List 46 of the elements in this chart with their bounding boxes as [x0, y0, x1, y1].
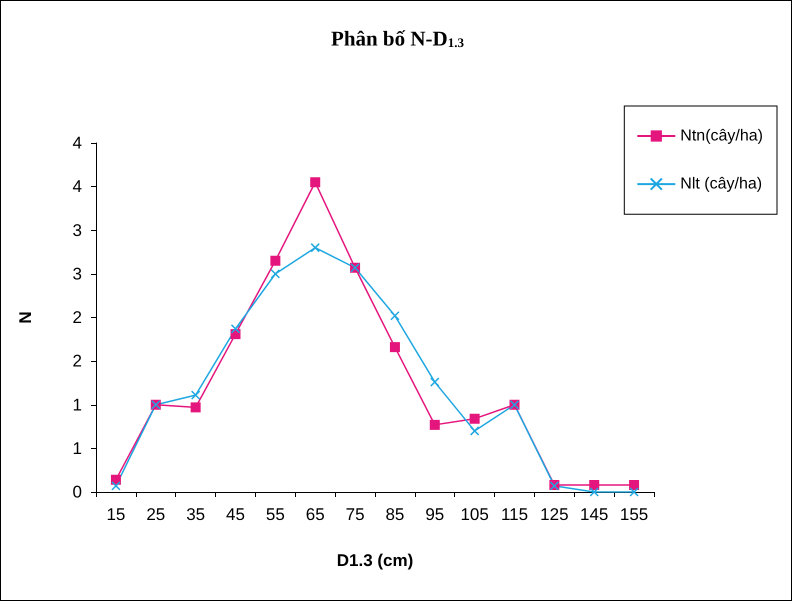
legend-label: Ntn(cây/ha): [680, 128, 764, 144]
x-tick-label: 35: [186, 505, 206, 524]
point: [310, 242, 320, 252]
x-tick-label: 15: [106, 505, 126, 524]
point: [470, 414, 480, 424]
point: [310, 177, 320, 188]
y-tick-label: 1: [72, 438, 82, 458]
y-tick-label: 4: [72, 177, 82, 196]
point: [190, 390, 200, 400]
x-tick-label: 55: [266, 505, 285, 524]
x-tick-label: 25: [146, 505, 166, 524]
x-tick-label: 125: [540, 505, 569, 524]
point: [190, 402, 201, 412]
y-tick-label: 3: [72, 220, 82, 240]
point: [390, 342, 400, 352]
x-tick-label: 115: [500, 505, 528, 524]
x-tick-label: 45: [226, 505, 245, 524]
y-tick-label: 2: [72, 308, 82, 327]
x-axis-title: D1.3 (cm): [336, 551, 414, 570]
x-tick-label: 75: [346, 505, 365, 524]
point: [629, 480, 640, 490]
point: [390, 311, 400, 321]
point: [230, 324, 240, 334]
point: [589, 487, 599, 497]
legend-label: Nlt (cây/ha): [680, 176, 762, 193]
x-tick-label: 95: [425, 505, 444, 524]
x-tick-label: 105: [460, 505, 489, 524]
y-tick-label: 4: [72, 134, 82, 152]
x-tick-label: 145: [580, 505, 608, 524]
y-axis-title: N: [16, 311, 35, 324]
chart-title: Phân bố N-D1.3: [331, 26, 464, 50]
point: [270, 269, 280, 279]
x-tick-label: 85: [385, 505, 404, 524]
point: [629, 487, 639, 497]
point: [430, 420, 440, 430]
point: [270, 256, 280, 266]
point: [470, 426, 480, 436]
point: [430, 377, 440, 387]
x-tick-label: 155: [620, 505, 648, 524]
y-tick-label: 3: [72, 264, 82, 284]
point: [111, 481, 121, 491]
x-tick-label: 65: [306, 505, 325, 524]
point: [589, 480, 600, 490]
y-tick-label: 2: [72, 352, 82, 371]
y-tick-label: 0: [72, 482, 82, 502]
y-tick-label: 1: [72, 395, 82, 414]
